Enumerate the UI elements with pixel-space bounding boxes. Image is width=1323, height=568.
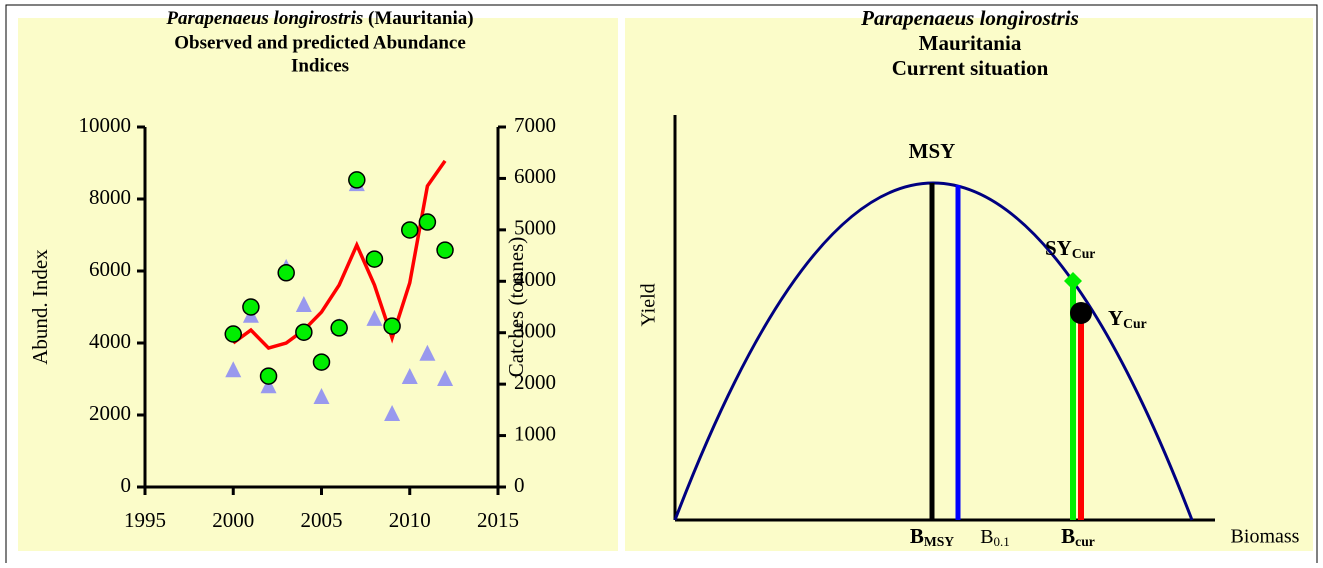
y2-tick-label: 4000 (514, 267, 556, 291)
title-rest: (Mauritania) (368, 8, 474, 29)
bcur-label-main: B (1061, 524, 1075, 548)
y2-tick-label: 7000 (514, 113, 556, 137)
ycur-label: YCur (1108, 306, 1147, 331)
x-axis-label: Biomass (1231, 526, 1300, 548)
bmsy-label: BMSY (910, 524, 954, 549)
data-point (259, 367, 278, 385)
y-tick-label: 0 (121, 473, 132, 497)
y-axis-label: Abund. Index (28, 249, 52, 365)
y2-tick-label: 1000 (514, 421, 556, 445)
series-line (232, 159, 447, 351)
bcur-label-sub: cur (1075, 534, 1095, 549)
data-point (365, 250, 384, 268)
bmsy-label-main: B (910, 524, 924, 548)
data-point (224, 325, 242, 343)
y2-tick-label: 0 (514, 473, 525, 497)
ycur-marker (1070, 302, 1092, 324)
y-tick-label: 6000 (89, 257, 131, 281)
ycur-label-sub: Cur (1123, 316, 1147, 331)
data-point (295, 295, 312, 312)
data-point (313, 388, 330, 404)
title-italic: Parapenaeus longirostris (165, 8, 363, 29)
chart-title: Current situation (892, 56, 1049, 80)
x-tick-label: 2010 (389, 508, 431, 532)
data-point (225, 361, 242, 378)
x-tick-label: 2005 (301, 508, 343, 532)
data-point (436, 241, 454, 259)
x-tick-label: 2015 (477, 508, 519, 532)
bcur-label: Bcur (1061, 524, 1095, 549)
data-point (330, 319, 348, 337)
b01-label-main: B (980, 526, 993, 548)
data-point (418, 213, 437, 231)
y2-tick-label: 6000 (514, 164, 556, 188)
sycur-label-main: SY (1045, 236, 1072, 260)
y2-axis-label: Catches (tonnes) (504, 237, 528, 378)
y2-tick-label: 3000 (514, 319, 556, 343)
data-point (419, 344, 436, 361)
sycur-label-sub: Cur (1072, 246, 1096, 261)
data-point (437, 370, 454, 386)
chart-title: Indices (291, 55, 349, 76)
ycur-label-main: Y (1108, 306, 1123, 330)
y-tick-label: 8000 (89, 185, 131, 209)
b01-label-sub: 0.1 (994, 534, 1010, 549)
bmsy-label-sub: MSY (924, 534, 954, 549)
sycur-label: SYCur (1045, 236, 1095, 261)
chart-title: Parapenaeus longirostris (Mauritania) (165, 8, 473, 29)
y2-tick-label: 2000 (514, 370, 556, 394)
msy-label: MSY (909, 139, 956, 163)
y2-tick-label: 5000 (514, 216, 556, 240)
right-panel (625, 18, 1313, 551)
b01-label: B0.1 (980, 526, 1010, 549)
chart-title: Observed and predicted Abundance (174, 32, 466, 53)
y-tick-label: 4000 (89, 329, 131, 353)
data-point (277, 264, 295, 282)
data-point (295, 323, 313, 341)
chart-title: Parapenaeus longirostris (860, 6, 1079, 30)
data-point (383, 317, 401, 335)
data-point (348, 171, 366, 189)
x-tick-label: 1995 (124, 508, 166, 532)
sycur-marker (1064, 272, 1082, 290)
x-tick-label: 2000 (212, 508, 254, 532)
data-point (366, 309, 383, 326)
chart-title: Mauritania (919, 31, 1022, 55)
data-point (401, 367, 418, 384)
y-tick-label: 10000 (79, 113, 132, 137)
data-point (401, 221, 419, 239)
data-point (260, 377, 277, 394)
data-point (242, 298, 260, 316)
y-tick-label: 2000 (89, 401, 131, 425)
left-panel (18, 18, 618, 551)
y-axis-label: Yield (638, 283, 660, 326)
data-point (312, 353, 331, 371)
data-point (384, 404, 401, 421)
